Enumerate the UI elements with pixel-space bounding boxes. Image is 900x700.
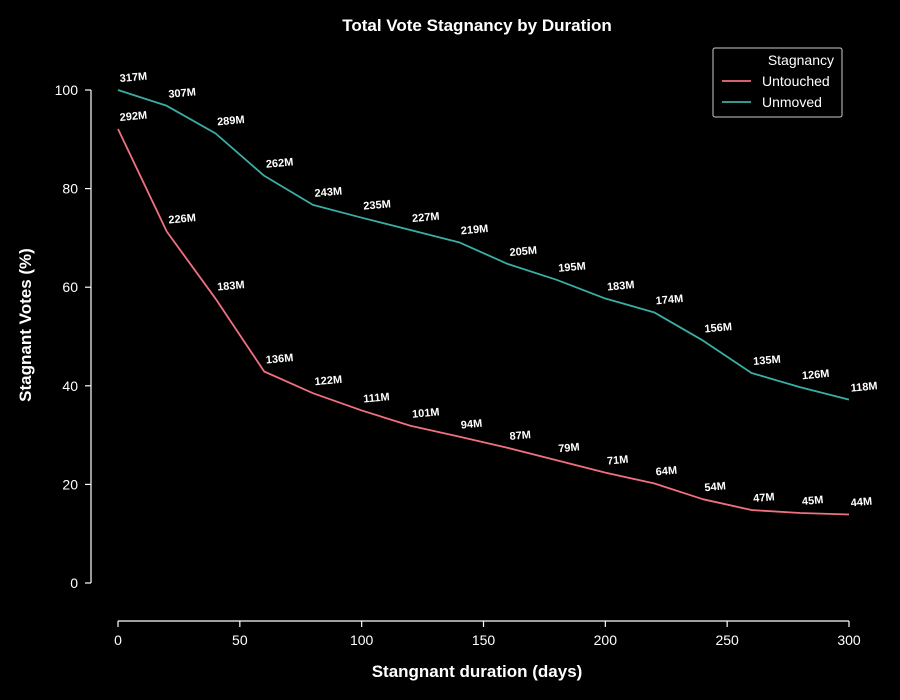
data-label-untouched: 111M [363, 391, 390, 405]
data-label-untouched: 94M [460, 418, 482, 432]
chart-title: Total Vote Stagnancy by Duration [342, 16, 612, 35]
legend: Stagnancy Untouched Unmoved [712, 47, 843, 118]
legend-items: Untouched Unmoved [722, 73, 830, 110]
data-label-untouched: 101M [412, 406, 440, 420]
data-label-unmoved: 307M [168, 86, 196, 100]
y-tick-label: 40 [62, 378, 78, 394]
data-label-untouched: 122M [314, 374, 342, 388]
data-label-unmoved: 219M [460, 223, 488, 237]
y-tick-label: 60 [62, 279, 78, 295]
data-label-untouched: 87M [509, 429, 531, 443]
data-label-unmoved: 205M [509, 245, 537, 259]
data-label-unmoved: 195M [558, 260, 586, 274]
y-axis-title: Stagnant Votes (%) [16, 248, 35, 402]
data-label-untouched: 183M [217, 279, 245, 293]
data-label-untouched: 54M [704, 480, 726, 494]
series-layer [117, 89, 850, 516]
data-label-unmoved: 289M [217, 114, 245, 128]
y-tick-label: 80 [62, 181, 78, 197]
data-label-untouched: 226M [168, 212, 196, 226]
x-tick-label: 250 [715, 632, 739, 648]
data-label-unmoved: 262M [265, 156, 293, 170]
data-label-unmoved: 156M [704, 321, 732, 335]
data-label-unmoved: 183M [607, 279, 635, 293]
y-tick-label: 100 [55, 82, 79, 98]
series-line-untouched [117, 128, 850, 516]
legend-label-unmoved: Unmoved [762, 94, 822, 110]
data-label-unmoved: 118M [850, 380, 878, 394]
data-label-untouched: 64M [655, 465, 677, 479]
x-tick-label: 150 [472, 632, 496, 648]
legend-title: Stagnancy [768, 52, 834, 68]
legend-box [712, 47, 843, 118]
data-label-untouched: 79M [558, 441, 580, 455]
legend-label-untouched: Untouched [762, 73, 830, 89]
data-label-unmoved: 243M [314, 186, 342, 200]
data-label-untouched: 45M [801, 494, 823, 508]
data-label-unmoved: 227M [412, 211, 440, 225]
x-tick-label: 300 [837, 632, 861, 648]
y-tick-label: 20 [62, 476, 78, 492]
series-line-unmoved [117, 89, 850, 401]
data-label-untouched: 292M [119, 110, 147, 124]
data-label-untouched: 44M [850, 496, 872, 510]
data-label-unmoved: 235M [363, 198, 391, 212]
y-tick-label: 0 [70, 575, 78, 591]
data-label-untouched: 136M [265, 352, 293, 366]
x-axis: 0 50 100 150 200 250 300 [114, 620, 861, 648]
data-label-unmoved: 174M [655, 293, 683, 307]
data-label-unmoved: 135M [753, 354, 781, 368]
x-tick-label: 50 [232, 632, 248, 648]
x-tick-label: 100 [350, 632, 374, 648]
y-axis: 0 20 40 60 80 100 [55, 82, 92, 591]
data-label-unmoved: 317M [119, 71, 147, 85]
x-tick-label: 0 [114, 632, 122, 648]
data-label-unmoved: 126M [801, 368, 829, 382]
x-tick-label: 200 [594, 632, 618, 648]
data-label-untouched: 47M [753, 491, 775, 505]
data-label-untouched: 71M [607, 454, 629, 468]
x-axis-title: Stangnant duration (days) [372, 662, 583, 681]
data-label-layer: 292M 226M 183M 136M 122M 111M 101M 94M 87M 79M 71M… [119, 71, 878, 510]
